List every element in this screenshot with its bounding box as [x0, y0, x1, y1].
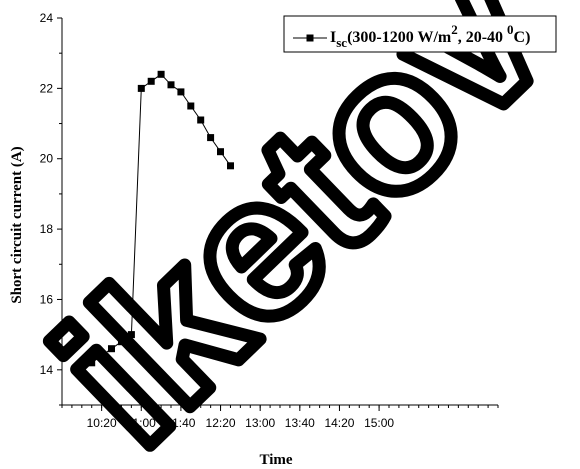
x-tick-label: 12:20 [206, 416, 236, 430]
data-point [147, 77, 155, 85]
data-point [98, 352, 106, 360]
series-line [81, 73, 231, 371]
data-point [207, 134, 215, 142]
series-layer [78, 70, 234, 374]
x-tick-label: 10:20 [87, 416, 117, 430]
y-tick-label: 14 [40, 363, 54, 377]
legend: Isc(300-1200 W/m2, 20-40 0C) [283, 15, 557, 53]
legend-label-superscript: 2 [451, 22, 458, 37]
x-tick-label: 14:20 [324, 416, 354, 430]
legend-label-superscript2: 0 [507, 22, 514, 37]
data-point [137, 84, 145, 92]
data-point [217, 148, 224, 156]
legend-label-subscript: sc [336, 35, 347, 50]
legend-label-suffix: C) [514, 29, 531, 46]
data-point [88, 359, 96, 367]
data-point [157, 70, 165, 78]
data-point [118, 338, 125, 346]
y-tick-label: 16 [40, 292, 54, 306]
x-tick-label: 13:00 [245, 416, 275, 430]
x-tick-label: 13:40 [285, 416, 315, 430]
data-point [167, 81, 175, 89]
y-tick-label: 18 [40, 222, 54, 236]
y-tick-label: 24 [40, 11, 54, 25]
y-axis-title-group: Short circuit current (A) [9, 146, 25, 303]
x-tick-label: 15:00 [364, 416, 394, 430]
data-point [177, 88, 185, 96]
x-tick-label: 11:00 [127, 416, 156, 430]
x-axis-title: Time [259, 452, 292, 468]
data-point [127, 331, 135, 339]
data-point [78, 366, 86, 374]
watermark: iketov [8, 0, 580, 469]
legend-label-prefix: I [330, 29, 336, 46]
y-tick-label: 20 [40, 152, 54, 166]
legend-box [283, 15, 557, 53]
y-axis-title: Short circuit current (A) [9, 146, 25, 303]
watermark-text: iketov [15, 0, 580, 469]
legend-label-body: (300-1200 W/m [347, 29, 452, 46]
legend-label-middle: , 20-40 [458, 29, 507, 46]
data-point [187, 102, 195, 110]
axes: 14 16 18 20 22 24 10:20 11:00 11:40 12:20 13:00 13:… [40, 11, 499, 430]
data-point [108, 345, 115, 353]
y-tick-label: 22 [40, 81, 54, 95]
data-point [227, 162, 234, 170]
x-tick-label: 11:40 [166, 416, 195, 430]
data-point [197, 116, 205, 124]
legend-label: Isc(300-1200 W/m2, 20-40 0C) [330, 22, 530, 50]
legend-marker [306, 34, 314, 42]
